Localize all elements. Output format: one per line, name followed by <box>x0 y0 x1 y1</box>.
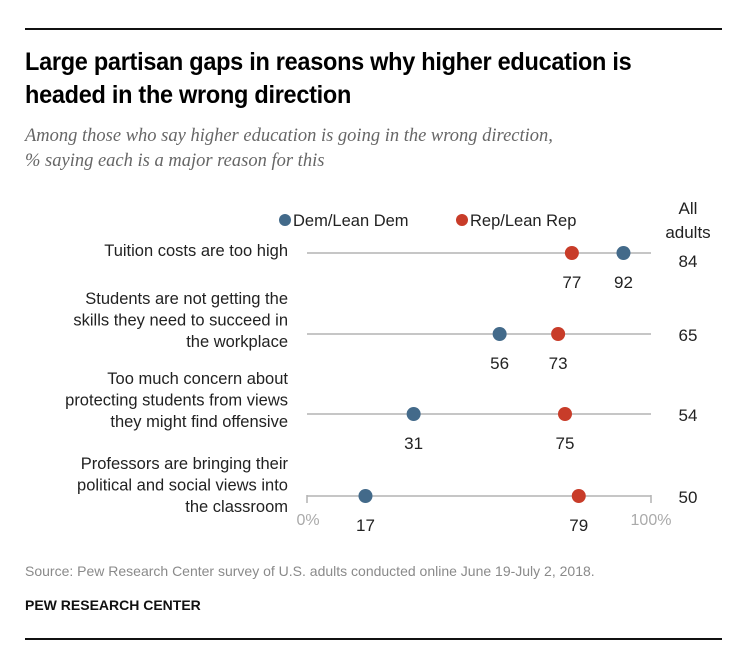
category-label: Professors are bringing their <box>81 455 289 473</box>
chart-row: Too much concern about protecting student… <box>65 370 697 453</box>
rep-dot <box>564 246 579 260</box>
rep-value-label: 79 <box>569 516 588 535</box>
rep-value-label: 77 <box>562 273 581 292</box>
all-adults-header: All adults <box>665 199 710 242</box>
category-label: Students are not getting the <box>85 290 288 308</box>
category-label: Tuition costs are too high <box>104 242 288 260</box>
top-rule <box>25 28 722 30</box>
dem-dot <box>492 327 507 341</box>
all-adults-value: 65 <box>679 326 698 345</box>
chart-title: Large partisan gaps in reasons why highe… <box>25 48 632 109</box>
category-label: the classroom <box>185 498 288 516</box>
chart-row: Tuition costs are too high 92 77 84 <box>104 242 697 292</box>
bottom-rule <box>25 638 722 640</box>
dem-value-label: 56 <box>490 354 509 373</box>
legend-marker-rep <box>456 214 468 226</box>
category-label: skills they need to succeed in <box>73 312 288 330</box>
rep-value-label: 75 <box>556 434 575 453</box>
all-adults-value: 54 <box>679 406 698 425</box>
rep-dot <box>571 489 586 503</box>
legend-label-dem: Dem/Lean Dem <box>293 212 409 230</box>
chart-row: Students are not getting the skills they … <box>73 290 697 373</box>
category-label: the workplace <box>186 333 288 351</box>
chart-subtitle: Among those who say higher education is … <box>25 124 745 174</box>
all-adults-value: 84 <box>679 252 698 271</box>
chart-row: Professors are bringing their political a… <box>77 455 697 535</box>
chart-rows: Tuition costs are too high 92 77 84 Students… <box>65 242 697 535</box>
axis-label-max: 100% <box>631 512 672 529</box>
all-adults-header-line-2: adults <box>665 223 710 242</box>
subtitle-line-1: Among those who say higher education is … <box>25 126 553 146</box>
brand-name: PEW RESEARCH CENTER <box>25 597 201 613</box>
dem-dot <box>358 489 373 503</box>
dem-value-label: 31 <box>404 434 423 453</box>
rep-dot <box>558 407 572 421</box>
category-label: they might find offensive <box>110 413 288 431</box>
dot-plot-chart: Dem/Lean Dem Rep/Lean Rep All adults Tuiti… <box>65 199 711 535</box>
rep-value-label: 73 <box>549 354 568 373</box>
source-note: Source: Pew Research Center survey of U.… <box>25 563 595 579</box>
x-axis: 0% 100% <box>296 495 671 529</box>
dem-value-label: 92 <box>614 273 633 292</box>
category-label: Too much concern about <box>107 370 288 388</box>
rep-dot <box>551 327 566 341</box>
legend-marker-dem <box>279 214 291 226</box>
category-label: political and social views into <box>77 477 288 495</box>
subtitle-line-2: % saying each is a major reason for this <box>25 151 325 171</box>
dem-value-label: 17 <box>356 516 375 535</box>
all-adults-header-line-1: All <box>679 199 698 218</box>
category-label: protecting students from views <box>65 392 288 410</box>
legend: Dem/Lean Dem Rep/Lean Rep <box>279 212 576 230</box>
all-adults-value: 50 <box>679 488 698 507</box>
dem-dot <box>406 407 421 421</box>
axis-label-min: 0% <box>296 512 319 529</box>
legend-label-rep: Rep/Lean Rep <box>470 212 576 230</box>
dem-dot <box>616 246 631 260</box>
